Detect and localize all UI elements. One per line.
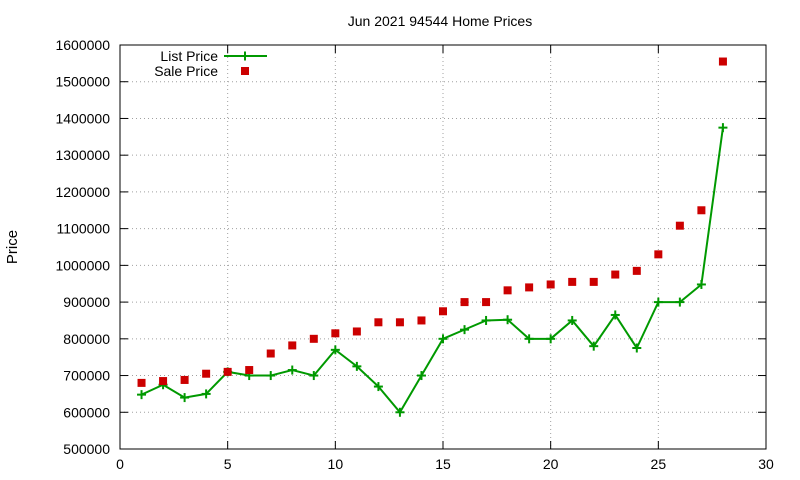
legend-label-sale-price: Sale Price xyxy=(154,63,218,79)
list-price-point xyxy=(201,389,211,399)
sale-price-point xyxy=(180,375,189,384)
y-tick-label: 1300000 xyxy=(55,147,110,163)
list-price-point xyxy=(180,393,190,403)
sale-price-point xyxy=(675,221,684,230)
sale-price-point xyxy=(223,367,232,376)
y-tick-label: 700000 xyxy=(63,368,110,384)
list-price-line xyxy=(141,127,724,415)
sale-price-point xyxy=(245,366,254,375)
sale-price-point xyxy=(439,307,447,316)
list-price-point xyxy=(653,297,663,307)
sale-price-point xyxy=(611,270,620,279)
y-tick-label: 1600000 xyxy=(55,37,110,53)
list-price-point xyxy=(137,390,147,400)
sale-price-point xyxy=(568,277,577,286)
list-price-point xyxy=(503,315,513,325)
y-tick-label: 1100000 xyxy=(57,221,111,237)
sale-price-point xyxy=(266,349,275,358)
sale-price-point xyxy=(417,316,426,325)
list-price-point xyxy=(567,315,577,325)
y-tick-label: 1200000 xyxy=(55,184,110,200)
legend-mark-sale-price xyxy=(241,67,249,75)
legend-square-marker xyxy=(241,67,249,75)
list-price-point xyxy=(718,123,728,133)
sale-price-point xyxy=(460,298,469,307)
sale-price-point xyxy=(374,318,383,327)
sale-price-point xyxy=(632,266,641,275)
x-tick-label: 15 xyxy=(435,456,451,472)
y-axis: 500000 600000 700000 800000 900000 1000000 110… xyxy=(55,37,766,457)
sale-price-point xyxy=(697,206,706,215)
grid xyxy=(120,45,766,449)
list-price-point xyxy=(416,371,426,381)
list-price-point xyxy=(395,407,405,417)
list-price-point xyxy=(309,371,319,381)
sale-price-point xyxy=(352,327,361,336)
list-price-point xyxy=(481,315,491,325)
sale-price-point xyxy=(309,334,318,343)
y-tick-label: 500000 xyxy=(63,441,110,457)
legend-mark-list-price xyxy=(224,51,267,61)
x-tick-label: 5 xyxy=(224,456,232,472)
x-axis: 0 5 10 15 20 25 30 xyxy=(116,45,774,472)
list-price-point xyxy=(352,361,362,371)
list-price-point xyxy=(589,341,599,351)
legend-plus-marker xyxy=(240,51,250,61)
x-tick-label: 10 xyxy=(328,456,344,472)
list-price-point xyxy=(460,325,470,335)
list-price-point xyxy=(610,310,620,320)
x-tick-label: 0 xyxy=(116,456,124,472)
y-tick-label: 1500000 xyxy=(55,74,110,90)
sale-price-point xyxy=(546,280,555,289)
list-price-point xyxy=(546,334,556,344)
sale-price-point xyxy=(395,318,404,327)
x-tick-label: 20 xyxy=(543,456,559,472)
list-price-point xyxy=(675,297,685,307)
sale-price-point xyxy=(503,286,512,295)
list-price-point xyxy=(330,345,340,355)
list-price-point xyxy=(373,382,383,392)
y-axis-label: Price xyxy=(4,230,21,264)
y-tick-label: 600000 xyxy=(63,404,110,420)
y-tick-label: 900000 xyxy=(63,294,110,310)
x-tick-label: 30 xyxy=(758,456,774,472)
list-price-point xyxy=(524,334,534,344)
sale-price-point xyxy=(202,369,211,378)
legend: List Price Sale Price xyxy=(154,48,267,79)
list-price-point xyxy=(696,279,706,289)
y-tick-label: 1400000 xyxy=(55,110,110,126)
list-price-point xyxy=(287,365,297,375)
sale-price-point xyxy=(288,341,297,350)
sale-price-point xyxy=(525,283,534,292)
y-tick-label: 1000000 xyxy=(55,257,110,273)
list-price-point xyxy=(632,343,642,353)
legend-label-list-price: List Price xyxy=(160,48,218,64)
sale-price-point xyxy=(331,329,340,338)
list-price-point xyxy=(438,334,448,344)
series-layer xyxy=(137,57,728,417)
chart-title: Jun 2021 94544 Home Prices xyxy=(348,13,532,29)
sale-price-point xyxy=(482,298,491,307)
list-price-point xyxy=(266,371,276,381)
sale-price-point xyxy=(718,57,727,66)
sale-price-point xyxy=(589,277,598,286)
x-tick-label: 25 xyxy=(651,456,667,472)
y-tick-label: 800000 xyxy=(63,331,110,347)
sale-price-point xyxy=(654,250,663,259)
series-sale-price xyxy=(137,57,727,387)
sale-price-point xyxy=(137,378,146,387)
sale-price-point xyxy=(159,377,168,386)
